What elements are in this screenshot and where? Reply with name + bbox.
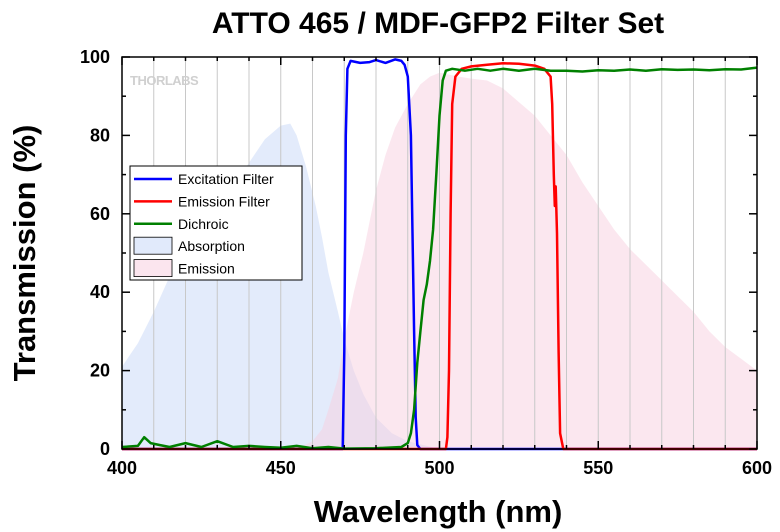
gridlines <box>153 57 726 449</box>
y-tick-label-0: 0 <box>100 439 110 459</box>
legend-label-dichroic: Dichroic <box>178 216 229 232</box>
y-tick-label-60: 60 <box>90 204 110 224</box>
x-tick-label-600: 600 <box>742 458 772 478</box>
y-tick-label-100: 100 <box>80 47 110 67</box>
y-axis-title: Transmission (%) <box>7 125 42 382</box>
legend-swatch-absorption <box>133 236 173 255</box>
y-tick-label-80: 80 <box>90 125 110 145</box>
x-tick-label-400: 400 <box>107 458 137 478</box>
thorlabs-logo: THORLABS <box>130 73 200 88</box>
legend-swatch-emission <box>133 259 173 278</box>
legend-label-emission: Emission <box>178 261 235 277</box>
y-tick-label-40: 40 <box>90 282 110 302</box>
series-emission-filter-line <box>122 62 757 451</box>
legend: Excitation Filter Emission Filter Dichroic… <box>129 165 303 281</box>
x-axis-title: Wavelength (nm) <box>314 494 563 529</box>
y-tick-label-20: 20 <box>90 361 110 381</box>
x-tick-label-550: 550 <box>583 458 613 478</box>
x-axis-ticks: 400 450 500 550 600 <box>107 57 772 478</box>
legend-label-excitation-filter: Excitation Filter <box>178 171 274 187</box>
legend-label-absorption: Absorption <box>178 238 245 254</box>
line-series-group <box>121 58 758 451</box>
logo-text: THORLABS <box>130 73 199 88</box>
x-tick-label-450: 450 <box>266 458 296 478</box>
series-excitation-filter-line <box>122 58 757 451</box>
x-tick-label-500: 500 <box>424 458 454 478</box>
chart-title: ATTO 465 / MDF-GFP2 Filter Set <box>212 7 664 40</box>
y-axis-ticks: 0 20 40 60 80 100 <box>80 47 757 459</box>
legend-label-emission-filter: Emission Filter <box>178 193 270 209</box>
series-dichroic-line <box>121 66 758 450</box>
